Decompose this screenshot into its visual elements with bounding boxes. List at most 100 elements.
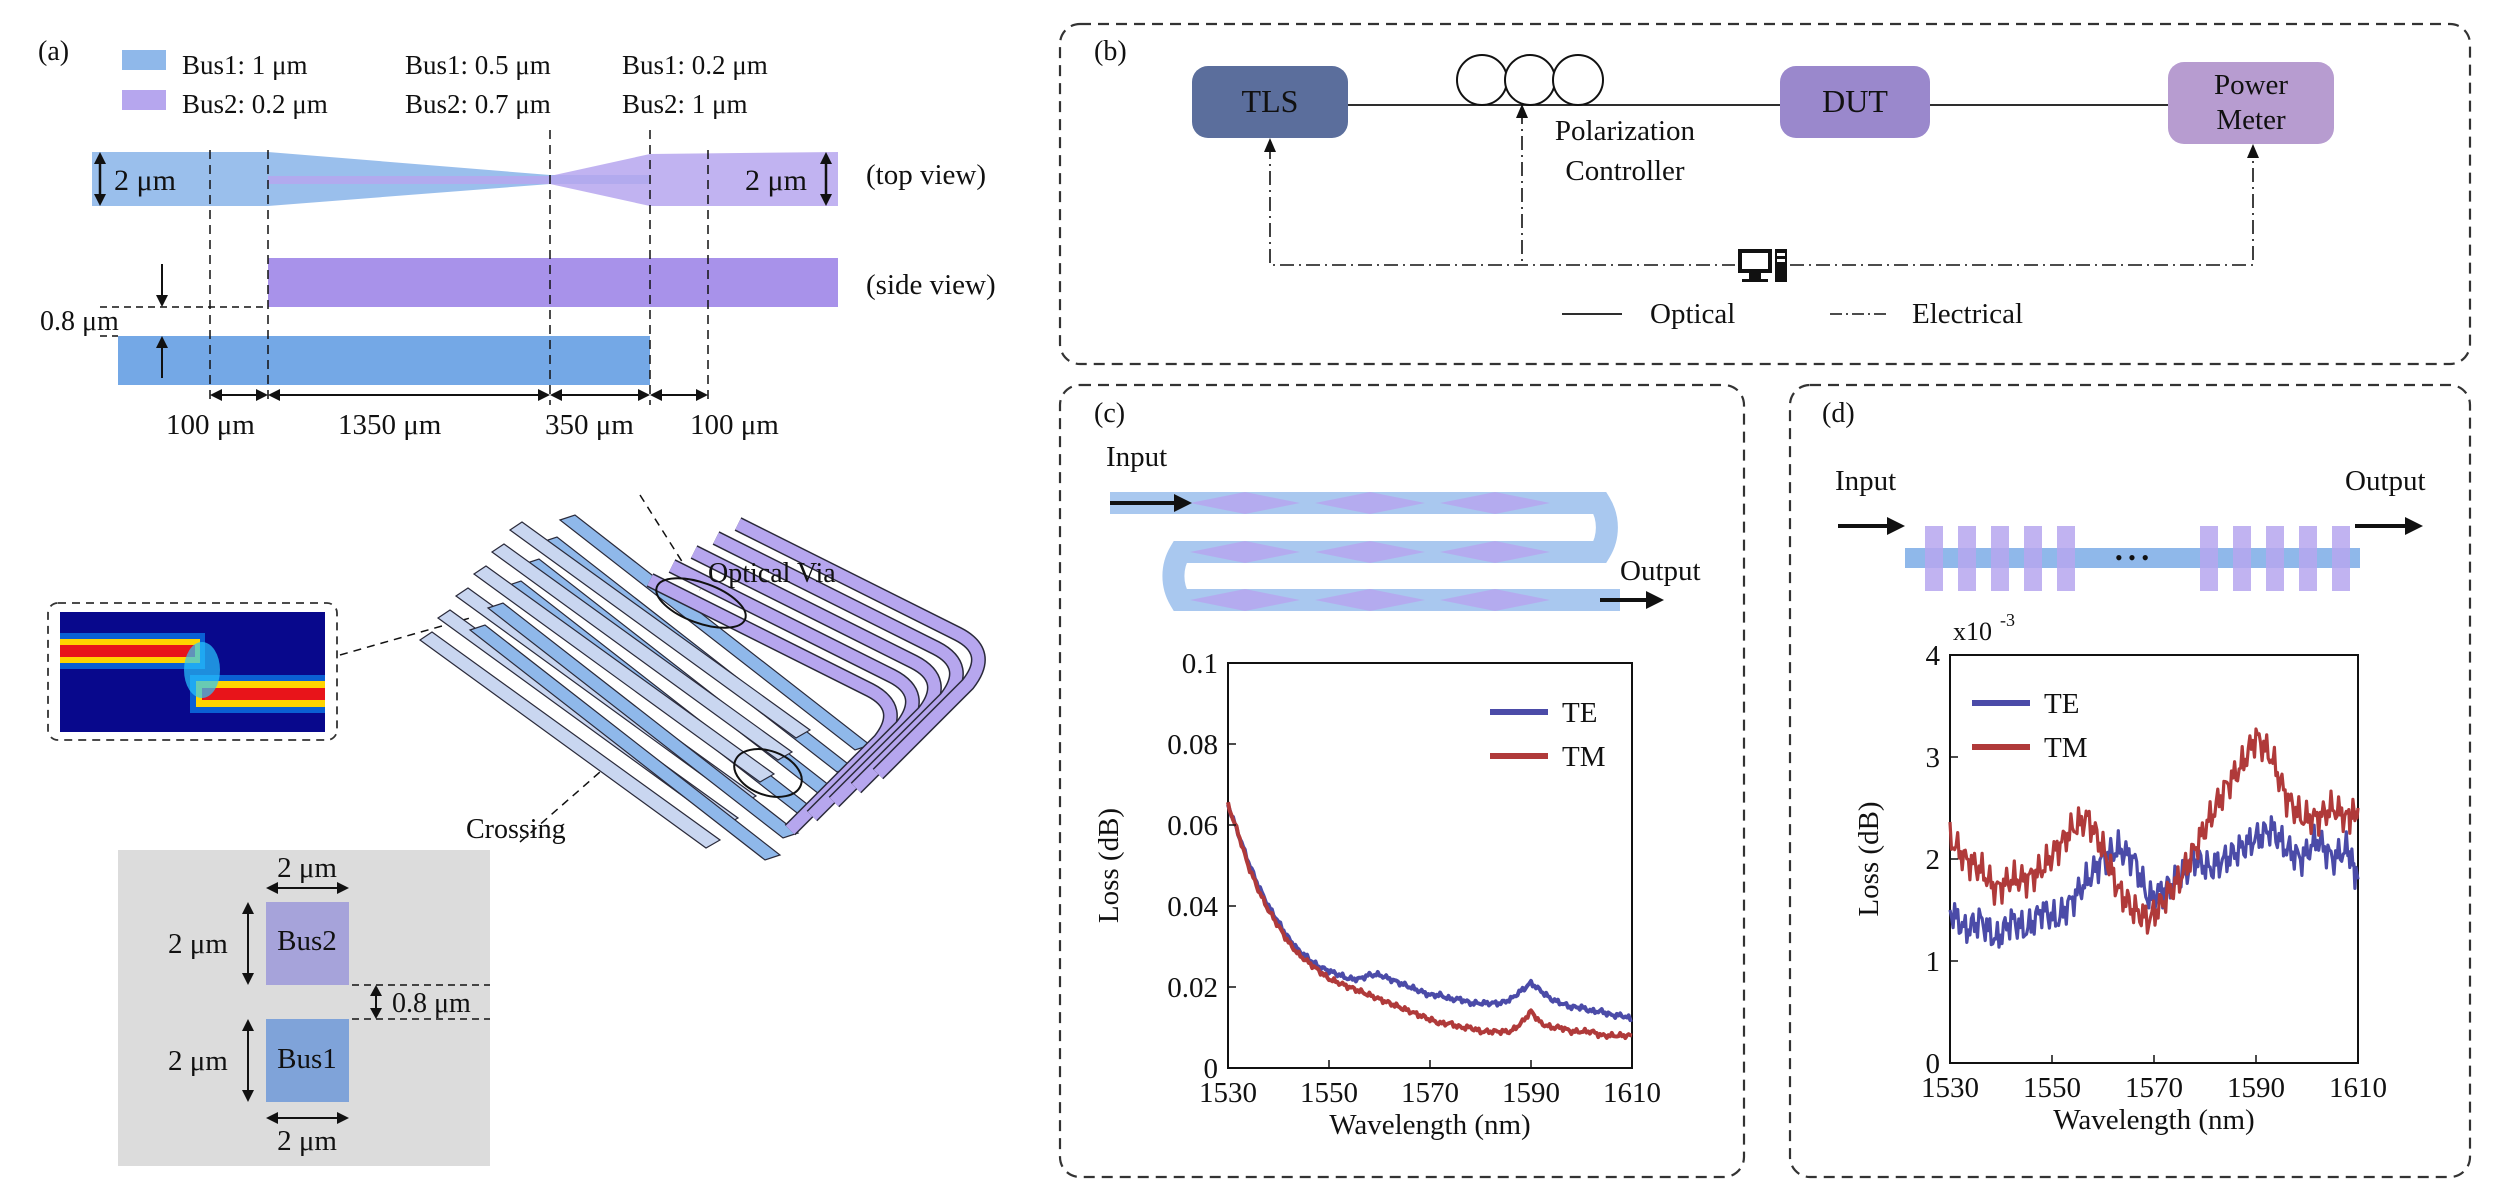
- crossing-bar: [1958, 526, 1976, 591]
- crossing-bar: [2299, 526, 2317, 591]
- x-tick-label: 1570: [1401, 1077, 1459, 1109]
- tls-label: TLS: [1242, 83, 1299, 119]
- length-label: 100 μm: [690, 409, 779, 441]
- y-tick-label: 0: [1926, 1048, 1941, 1080]
- y-multiplier-exponent: -3: [2000, 610, 2015, 630]
- length-label: 1350 μm: [338, 409, 442, 441]
- polarization-controller-loops: [1456, 54, 1604, 106]
- crossing-width-bottom: 2 μm: [277, 1125, 337, 1157]
- x-tick-label: 1530: [1199, 1077, 1257, 1109]
- legend-bus2-item: Bus2: 0.7 μm: [405, 89, 551, 119]
- taper-section: [1315, 492, 1425, 514]
- top-view-taper: 2 μm 2 μm: [92, 152, 838, 206]
- x-tick-label: 1550: [1300, 1077, 1358, 1109]
- panel-d-frame: [1788, 383, 2472, 1179]
- x-tick-label: 1610: [1603, 1077, 1661, 1109]
- y-tick-label: 2: [1926, 844, 1941, 876]
- x-tick-label: 1590: [2227, 1072, 2285, 1104]
- gap-label: 0.8 μm: [40, 306, 119, 337]
- output-label: Output: [1620, 555, 1701, 587]
- section-guides: [209, 130, 709, 405]
- lower-waveguide: [490, 543, 794, 761]
- legend-bus1-item: Bus1: 1 μm: [182, 50, 308, 80]
- legend-bus2-item: Bus2: 0.2 μm: [182, 89, 328, 119]
- legend-bus1-swatch: [122, 50, 166, 70]
- polarization-controller-label-2: Controller: [1565, 155, 1685, 187]
- legend-optical-label: Optical: [1650, 298, 1735, 330]
- y-tick-label: 0.06: [1167, 810, 1218, 842]
- x-axis-label: Wavelength (nm): [2053, 1104, 2254, 1136]
- crossing-height-bus2: 2 μm: [168, 928, 228, 960]
- crossing-bar: [1925, 526, 1943, 591]
- legend-label-tm: TM: [1562, 741, 1606, 773]
- crossing-bus2-label: Bus2: [277, 925, 337, 957]
- y-tick-label: 0.02: [1167, 972, 1218, 1004]
- y-axis-label: Loss (dB): [1853, 801, 1885, 916]
- legend-label-tm: TM: [2044, 732, 2088, 764]
- panel-d: (d) Input Output • • • 1530 1550 1570 1590 1…: [1788, 383, 2472, 1179]
- side-bus1: [118, 336, 650, 385]
- legend-bus1-item: Bus1: 0.5 μm: [405, 50, 551, 80]
- power-meter-box: [2168, 62, 2334, 144]
- length-label: 100 μm: [166, 409, 255, 441]
- crossing-bus2: [266, 902, 349, 985]
- lower-waveguide: [468, 624, 782, 861]
- taper-section: [1315, 589, 1425, 611]
- series-line-tm: [1226, 801, 1633, 1040]
- panel-a: (a) Bus1: 1 μm Bus1: 0.5 μm Bus1: 0.2 μm…: [38, 36, 996, 1166]
- chart-d: 1530 1550 1570 1590 1610 0 1 2 3 4 Wavelength (nm)…: [1853, 610, 2387, 1136]
- crossing-label: Crossing: [466, 814, 566, 845]
- chart-c: 1530 1550 1570 1590 1610 0 0.02 0.04 0.06 0.08 0.1…: [1093, 648, 1661, 1141]
- taper-section: [1315, 541, 1425, 563]
- panel-a-legend: Bus1: 1 μm Bus1: 0.5 μm Bus1: 0.2 μm Bus…: [122, 50, 768, 119]
- length-arrowheads: [210, 389, 708, 401]
- side-view: 0.8 μm: [40, 258, 838, 385]
- crossing-bar: [2266, 526, 2284, 591]
- computer-icon: [1738, 249, 1787, 282]
- legend-label-te: TE: [1562, 697, 1597, 729]
- dut-label: DUT: [1822, 83, 1888, 119]
- input-label: Input: [1835, 465, 1896, 497]
- plot-frame: [1949, 654, 2359, 1064]
- input-label: Input: [1106, 441, 1167, 473]
- panel-b-frame: [1058, 22, 2472, 366]
- series-line-tm: [1948, 727, 2360, 935]
- legend-label-te: TE: [2044, 688, 2079, 720]
- legend-bus2-swatch: [122, 90, 166, 110]
- crossing-bar: [2332, 526, 2350, 591]
- taper-section: [1190, 541, 1300, 563]
- width-left-label: 2 μm: [114, 164, 176, 197]
- panel-c-label: (c): [1094, 398, 1125, 429]
- power-meter-label-2: Meter: [2216, 104, 2286, 136]
- ellipsis-dots: • • •: [2115, 545, 2149, 570]
- y-multiplier: x10: [1953, 617, 1992, 646]
- y-axis-label: Loss (dB): [1093, 808, 1125, 923]
- polarization-controller-label-1: Polarization: [1555, 115, 1696, 147]
- y-tick-label: 0.08: [1167, 729, 1218, 761]
- y-tick-label: 4: [1926, 640, 1941, 672]
- taper-section: [1440, 589, 1550, 611]
- y-tick-label: 0.1: [1182, 648, 1218, 680]
- taper-section: [1190, 492, 1300, 514]
- x-tick-label: 1550: [2023, 1072, 2081, 1104]
- crossing-marker: [733, 748, 803, 798]
- crossing-bar: [2057, 526, 2075, 591]
- crossing-cross-section: Bus2 Bus1 2 μm 2 μm 2 μm 2 μm: [118, 850, 490, 1166]
- crossing-width-top: 2 μm: [277, 852, 337, 884]
- series-line-te: [1226, 804, 1633, 1023]
- legend-electrical-label: Electrical: [1912, 298, 2023, 330]
- crossing-bar: [2200, 526, 2218, 591]
- y-tick-label: 0: [1204, 1053, 1219, 1085]
- panel-c-frame: [1058, 383, 1746, 1179]
- lower-waveguide: [508, 521, 812, 739]
- top-view-label: (top view): [866, 159, 986, 191]
- x-axis-label: Wavelength (nm): [1329, 1109, 1530, 1141]
- panel-a-label: (a): [38, 36, 69, 67]
- tls-box: [1192, 66, 1348, 138]
- lower-waveguide: [418, 631, 722, 849]
- side-view-label: (side view): [866, 269, 996, 301]
- y-tick-label: 1: [1926, 946, 1941, 978]
- legend-bus2-item: Bus2: 1 μm: [622, 89, 748, 119]
- x-tick-label: 1530: [1921, 1072, 1979, 1104]
